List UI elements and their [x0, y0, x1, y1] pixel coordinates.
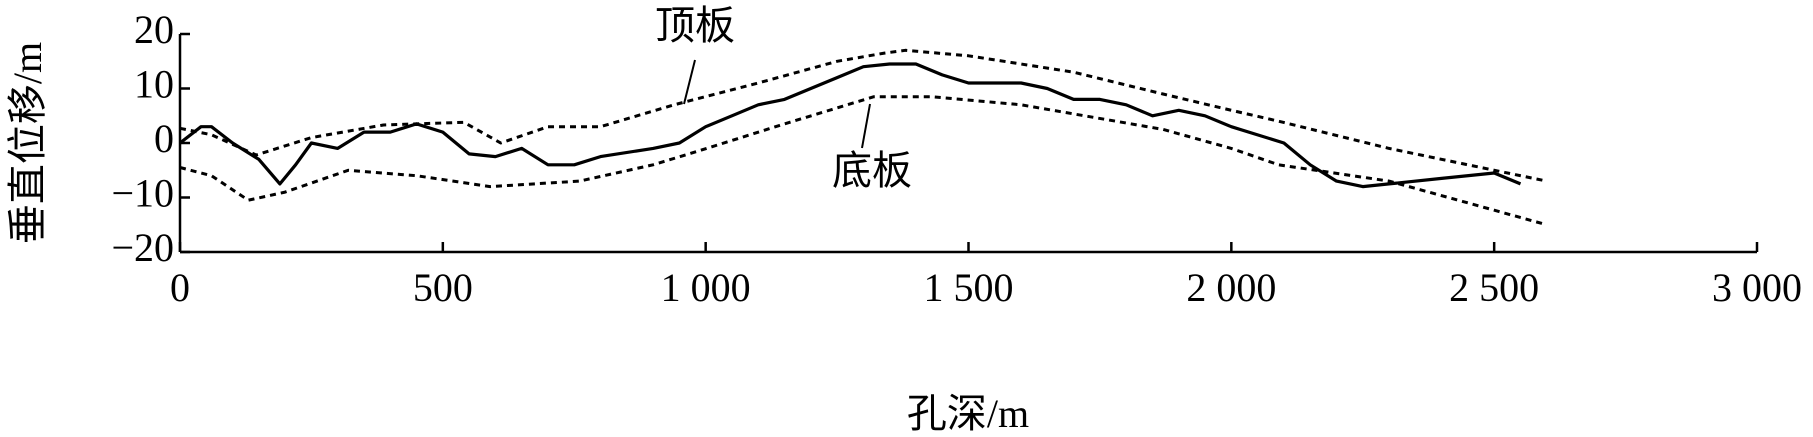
y-tick-label: 0 [154, 116, 174, 161]
x-tick-label: 500 [413, 265, 473, 310]
x-tick-label: 2 000 [1186, 265, 1276, 310]
x-tick-label: 1 500 [924, 265, 1014, 310]
x-axis-label: 孔深/m [907, 391, 1029, 436]
annotation-leader [861, 103, 871, 149]
series-annotation: 顶板 [655, 3, 735, 48]
annotation-leader [683, 59, 696, 105]
y-axis-label: 垂直位移/m [5, 42, 50, 244]
series-annotation: 底板 [832, 148, 912, 193]
series-line [179, 48, 1548, 183]
y-tick-label: −10 [111, 171, 174, 216]
series-line [179, 62, 1522, 189]
y-tick-label: −20 [111, 225, 174, 270]
x-tick-label: 2 500 [1449, 265, 1539, 310]
series-line [179, 95, 1548, 227]
x-tick-label: 3 000 [1712, 265, 1802, 310]
x-tick-label: 0 [170, 265, 190, 310]
y-tick-label: 20 [134, 7, 174, 52]
x-tick-label: 1 000 [661, 265, 751, 310]
y-tick-label: 10 [134, 62, 174, 107]
